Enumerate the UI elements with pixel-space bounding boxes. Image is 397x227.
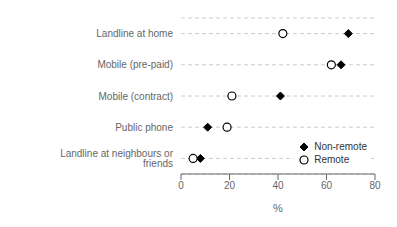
svg-text:Landline at home: Landline at home	[96, 28, 173, 39]
html-text:Non-remote: Non-remote	[314, 141, 367, 152]
svg-text:0: 0	[178, 180, 184, 191]
svg-text:80: 80	[369, 180, 381, 191]
html-text:Remote: Remote	[314, 154, 350, 165]
svg-text:Landline at neighbours orfrien: Landline at neighbours orfriends	[60, 148, 174, 169]
svg-text:60: 60	[321, 180, 333, 191]
svg-text:Mobile (contract): Mobile (contract)	[99, 91, 173, 102]
svg-text:20: 20	[224, 180, 236, 191]
svg-text:40: 40	[272, 180, 284, 191]
svg-text:Mobile (pre-paid): Mobile (pre-paid)	[97, 59, 173, 70]
svg-text:%: %	[273, 202, 283, 214]
svg-text:Public phone: Public phone	[115, 122, 173, 133]
